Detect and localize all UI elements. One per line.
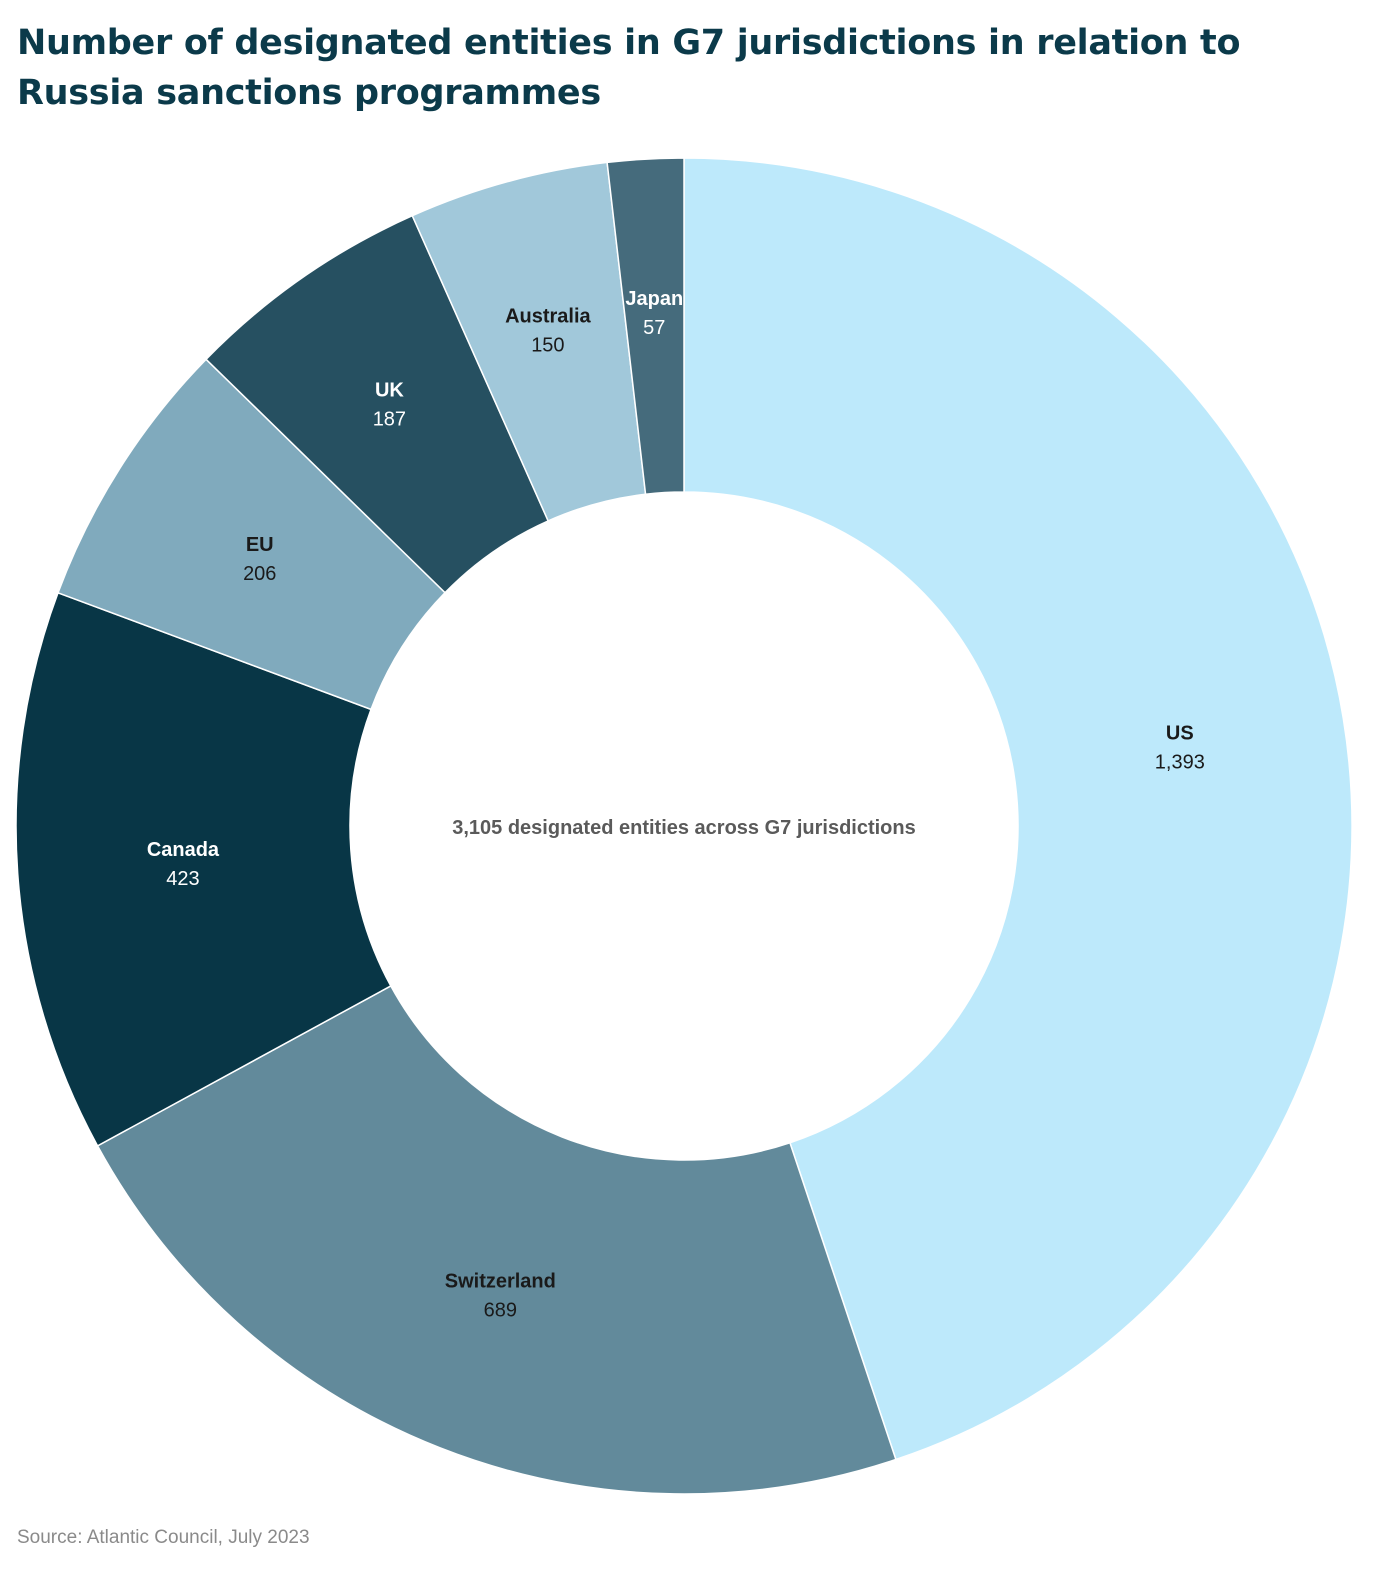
slice-label-australia: Australia 150: [505, 306, 591, 357]
slice-name-eu: EU: [246, 534, 274, 556]
slice-label-japan: Japan 57: [625, 288, 683, 339]
slice-name-switzerland: Switzerland: [445, 1271, 556, 1293]
slice-switzerland: [96, 984, 897, 1495]
slice-name-japan: Japan: [625, 288, 683, 310]
slice-name-australia: Australia: [505, 306, 591, 328]
slice-label-canada: Canada 423: [147, 839, 220, 890]
slice-value-canada: 423: [166, 868, 199, 890]
slice-value-us: 1,393: [1155, 751, 1205, 773]
slice-value-australia: 150: [531, 335, 564, 357]
slice-label-uk: UK 187: [373, 380, 406, 431]
slice-label-us: US 1,393: [1155, 722, 1205, 773]
slice-name-canada: Canada: [147, 839, 220, 861]
donut-slices: [15, 157, 1353, 1495]
slice-label-eu: EU 206: [243, 534, 276, 585]
slice-name-us: US: [1166, 722, 1194, 744]
slice-label-switzerland: Switzerland 689: [445, 1271, 556, 1322]
slice-japan: [606, 157, 685, 496]
slice-value-switzerland: 689: [484, 1300, 517, 1322]
slice-value-eu: 206: [243, 563, 276, 585]
slice-value-uk: 187: [373, 409, 406, 431]
slice-labels: US 1,393 Switzerland 689 Canada 423 EU 206 UK 187…: [147, 288, 1205, 1321]
slice-canada: [15, 591, 392, 1147]
center-label: 3,105 designated entities across G7 juri…: [452, 817, 916, 839]
slice-name-uk: UK: [375, 380, 404, 402]
chart-source: Source: Atlantic Council, July 2023: [17, 1527, 310, 1548]
slice-us: [683, 157, 1353, 1461]
chart-title: Number of designated entities in G7 juri…: [17, 23, 1241, 113]
slice-value-japan: 57: [643, 317, 665, 339]
